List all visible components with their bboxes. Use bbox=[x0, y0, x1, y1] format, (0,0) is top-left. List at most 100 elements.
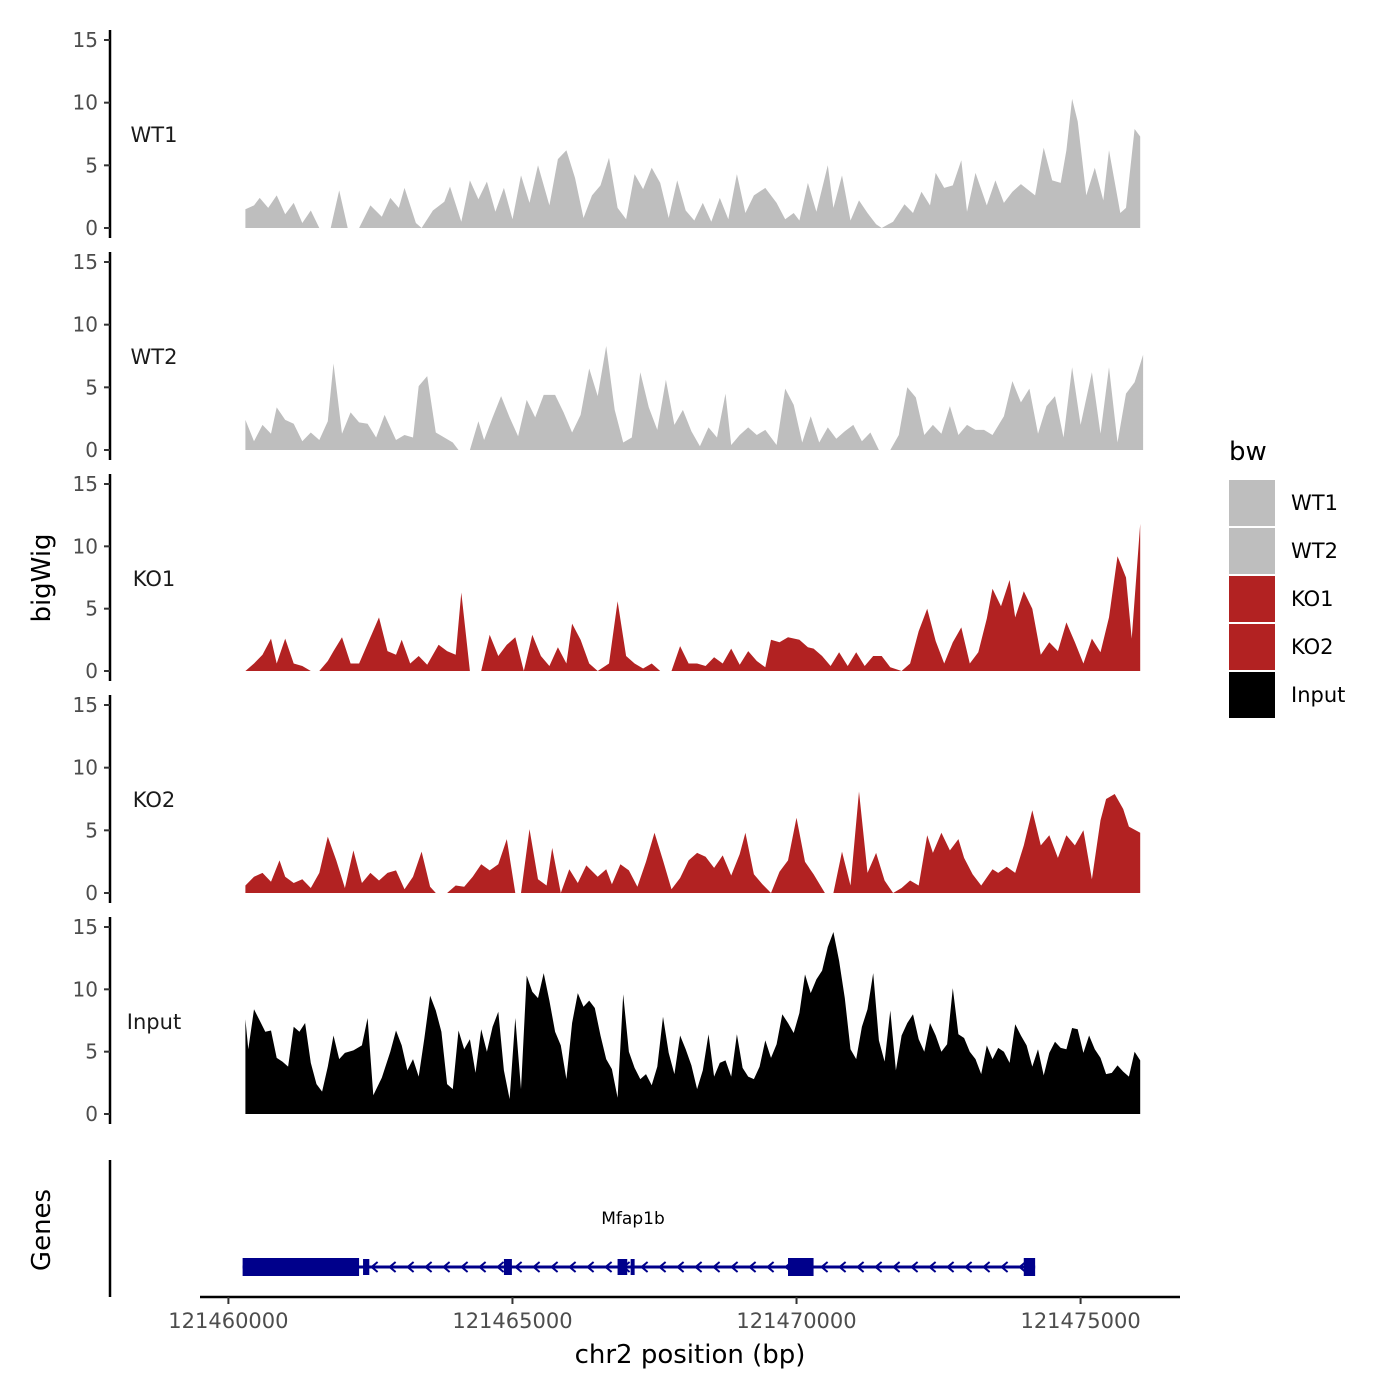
strand-arrow bbox=[406, 1261, 415, 1273]
track-label: WT2 bbox=[131, 345, 178, 369]
y-tick-label: 5 bbox=[85, 818, 98, 842]
legend-label: WT2 bbox=[1291, 539, 1338, 563]
legend-key-ko2 bbox=[1229, 624, 1275, 670]
legend-key-input bbox=[1229, 672, 1275, 718]
strand-arrow bbox=[478, 1261, 487, 1273]
strand-arrow bbox=[442, 1261, 451, 1273]
area-ko2 bbox=[245, 791, 1141, 893]
strand-arrow bbox=[1000, 1261, 1009, 1273]
gene-exon bbox=[617, 1259, 628, 1275]
strand-arrow bbox=[712, 1261, 721, 1273]
legend-title: bw bbox=[1229, 437, 1267, 467]
y-tick-label: 0 bbox=[85, 216, 98, 240]
strand-arrow bbox=[586, 1261, 595, 1273]
y-tick-label: 10 bbox=[73, 756, 98, 780]
strand-arrow bbox=[766, 1261, 775, 1273]
y-tick-label: 10 bbox=[73, 534, 98, 558]
y-tick-label: 10 bbox=[73, 977, 98, 1001]
y-tick-label: 5 bbox=[85, 153, 98, 177]
area-wt2 bbox=[245, 346, 1144, 450]
legend-key-ko1 bbox=[1229, 576, 1275, 622]
track-label: Input bbox=[127, 1010, 181, 1034]
y-tick-label: 15 bbox=[73, 472, 98, 496]
track-input: 0 5 10 15 Input bbox=[73, 915, 1141, 1126]
area-input bbox=[245, 932, 1141, 1114]
legend-label: Input bbox=[1291, 683, 1345, 707]
y-tick-label: 0 bbox=[85, 438, 98, 462]
legend-label: KO1 bbox=[1291, 587, 1334, 611]
legend: bw WT1 WT2 KO1 KO2 Input bbox=[1229, 437, 1345, 718]
legend-key-wt1 bbox=[1229, 480, 1275, 526]
x-tick-label: 121470000 bbox=[736, 1309, 856, 1333]
strand-arrow bbox=[640, 1261, 649, 1273]
strand-arrow bbox=[388, 1261, 397, 1273]
area-wt1 bbox=[245, 98, 1141, 229]
strand-arrow bbox=[730, 1261, 739, 1273]
x-tick-label: 121475000 bbox=[1020, 1309, 1140, 1333]
track-label: KO1 bbox=[133, 567, 176, 591]
track-ko1: 0 5 10 15 KO1 bbox=[73, 472, 1141, 683]
legend-key-wt2 bbox=[1229, 528, 1275, 574]
y-tick-label: 10 bbox=[73, 91, 98, 115]
genes-axis-title: Genes bbox=[27, 1189, 57, 1271]
strand-arrow bbox=[910, 1261, 919, 1273]
strand-arrow bbox=[838, 1261, 847, 1273]
gene-exon bbox=[630, 1259, 635, 1275]
strand-arrow bbox=[424, 1261, 433, 1273]
gene-panel: Mfap1b bbox=[108, 1160, 1036, 1297]
y-tick-label: 0 bbox=[85, 881, 98, 905]
strand-arrow bbox=[370, 1261, 379, 1273]
track-wt2: 0 5 10 15 WT2 bbox=[73, 250, 1144, 462]
track-wt1: 0 5 10 15 WT1 bbox=[73, 28, 1141, 240]
gene-label: Mfap1b bbox=[601, 1209, 664, 1229]
y-tick-label: 0 bbox=[85, 1102, 98, 1126]
strand-arrow bbox=[856, 1261, 865, 1273]
legend-label: KO2 bbox=[1291, 635, 1334, 659]
track-ko2: 0 5 10 15 KO2 bbox=[73, 693, 1141, 905]
y-tick-label: 5 bbox=[85, 597, 98, 621]
track-label: KO2 bbox=[133, 788, 176, 812]
strand-arrow bbox=[874, 1261, 883, 1273]
x-axis: 121460000 121465000 121470000 121475000 bbox=[168, 1295, 1180, 1333]
gene-exon bbox=[503, 1259, 512, 1275]
strand-arrow bbox=[568, 1261, 577, 1273]
strand-arrow bbox=[946, 1261, 955, 1273]
strand-arrow bbox=[928, 1261, 937, 1273]
y-tick-label: 15 bbox=[73, 693, 98, 717]
y-tick-label: 15 bbox=[73, 28, 98, 52]
legend-label: WT1 bbox=[1291, 491, 1338, 515]
strand-arrow bbox=[964, 1261, 973, 1273]
strand-arrow bbox=[532, 1261, 541, 1273]
y-axis-title: bigWig bbox=[27, 533, 57, 622]
gene-exon bbox=[363, 1259, 370, 1275]
y-tick-label: 5 bbox=[85, 375, 98, 399]
area-ko1 bbox=[245, 523, 1141, 671]
x-tick-label: 121460000 bbox=[168, 1309, 288, 1333]
strand-arrow bbox=[496, 1261, 505, 1273]
strand-arrow bbox=[676, 1261, 685, 1273]
gene-exon bbox=[242, 1258, 360, 1276]
strand-arrow bbox=[514, 1261, 523, 1273]
x-tick-label: 121465000 bbox=[452, 1309, 572, 1333]
y-tick-label: 10 bbox=[73, 313, 98, 337]
track-label: WT1 bbox=[131, 123, 178, 147]
y-tick-label: 15 bbox=[73, 250, 98, 274]
strand-arrow bbox=[748, 1261, 757, 1273]
y-tick-label: 0 bbox=[85, 659, 98, 683]
y-tick-label: 5 bbox=[85, 1040, 98, 1064]
strand-arrow bbox=[892, 1261, 901, 1273]
strand-arrow bbox=[658, 1261, 667, 1273]
strand-arrow bbox=[1018, 1261, 1027, 1273]
strand-arrow bbox=[982, 1261, 991, 1273]
track-panels: 0 5 10 15 WT1 0 5 10 15 WT2 0 5 10 15 KO1 0 5 10 15 KO2 0 5 10… bbox=[73, 28, 1144, 1126]
strand-arrow bbox=[694, 1261, 703, 1273]
strand-arrow bbox=[820, 1261, 829, 1273]
x-axis-title: chr2 position (bp) bbox=[575, 1340, 806, 1370]
strand-arrow bbox=[550, 1261, 559, 1273]
gene-exon bbox=[1023, 1258, 1036, 1276]
strand-arrow bbox=[604, 1261, 613, 1273]
y-tick-label: 15 bbox=[73, 915, 98, 939]
gene-exon bbox=[788, 1258, 814, 1276]
strand-arrow bbox=[460, 1261, 469, 1273]
